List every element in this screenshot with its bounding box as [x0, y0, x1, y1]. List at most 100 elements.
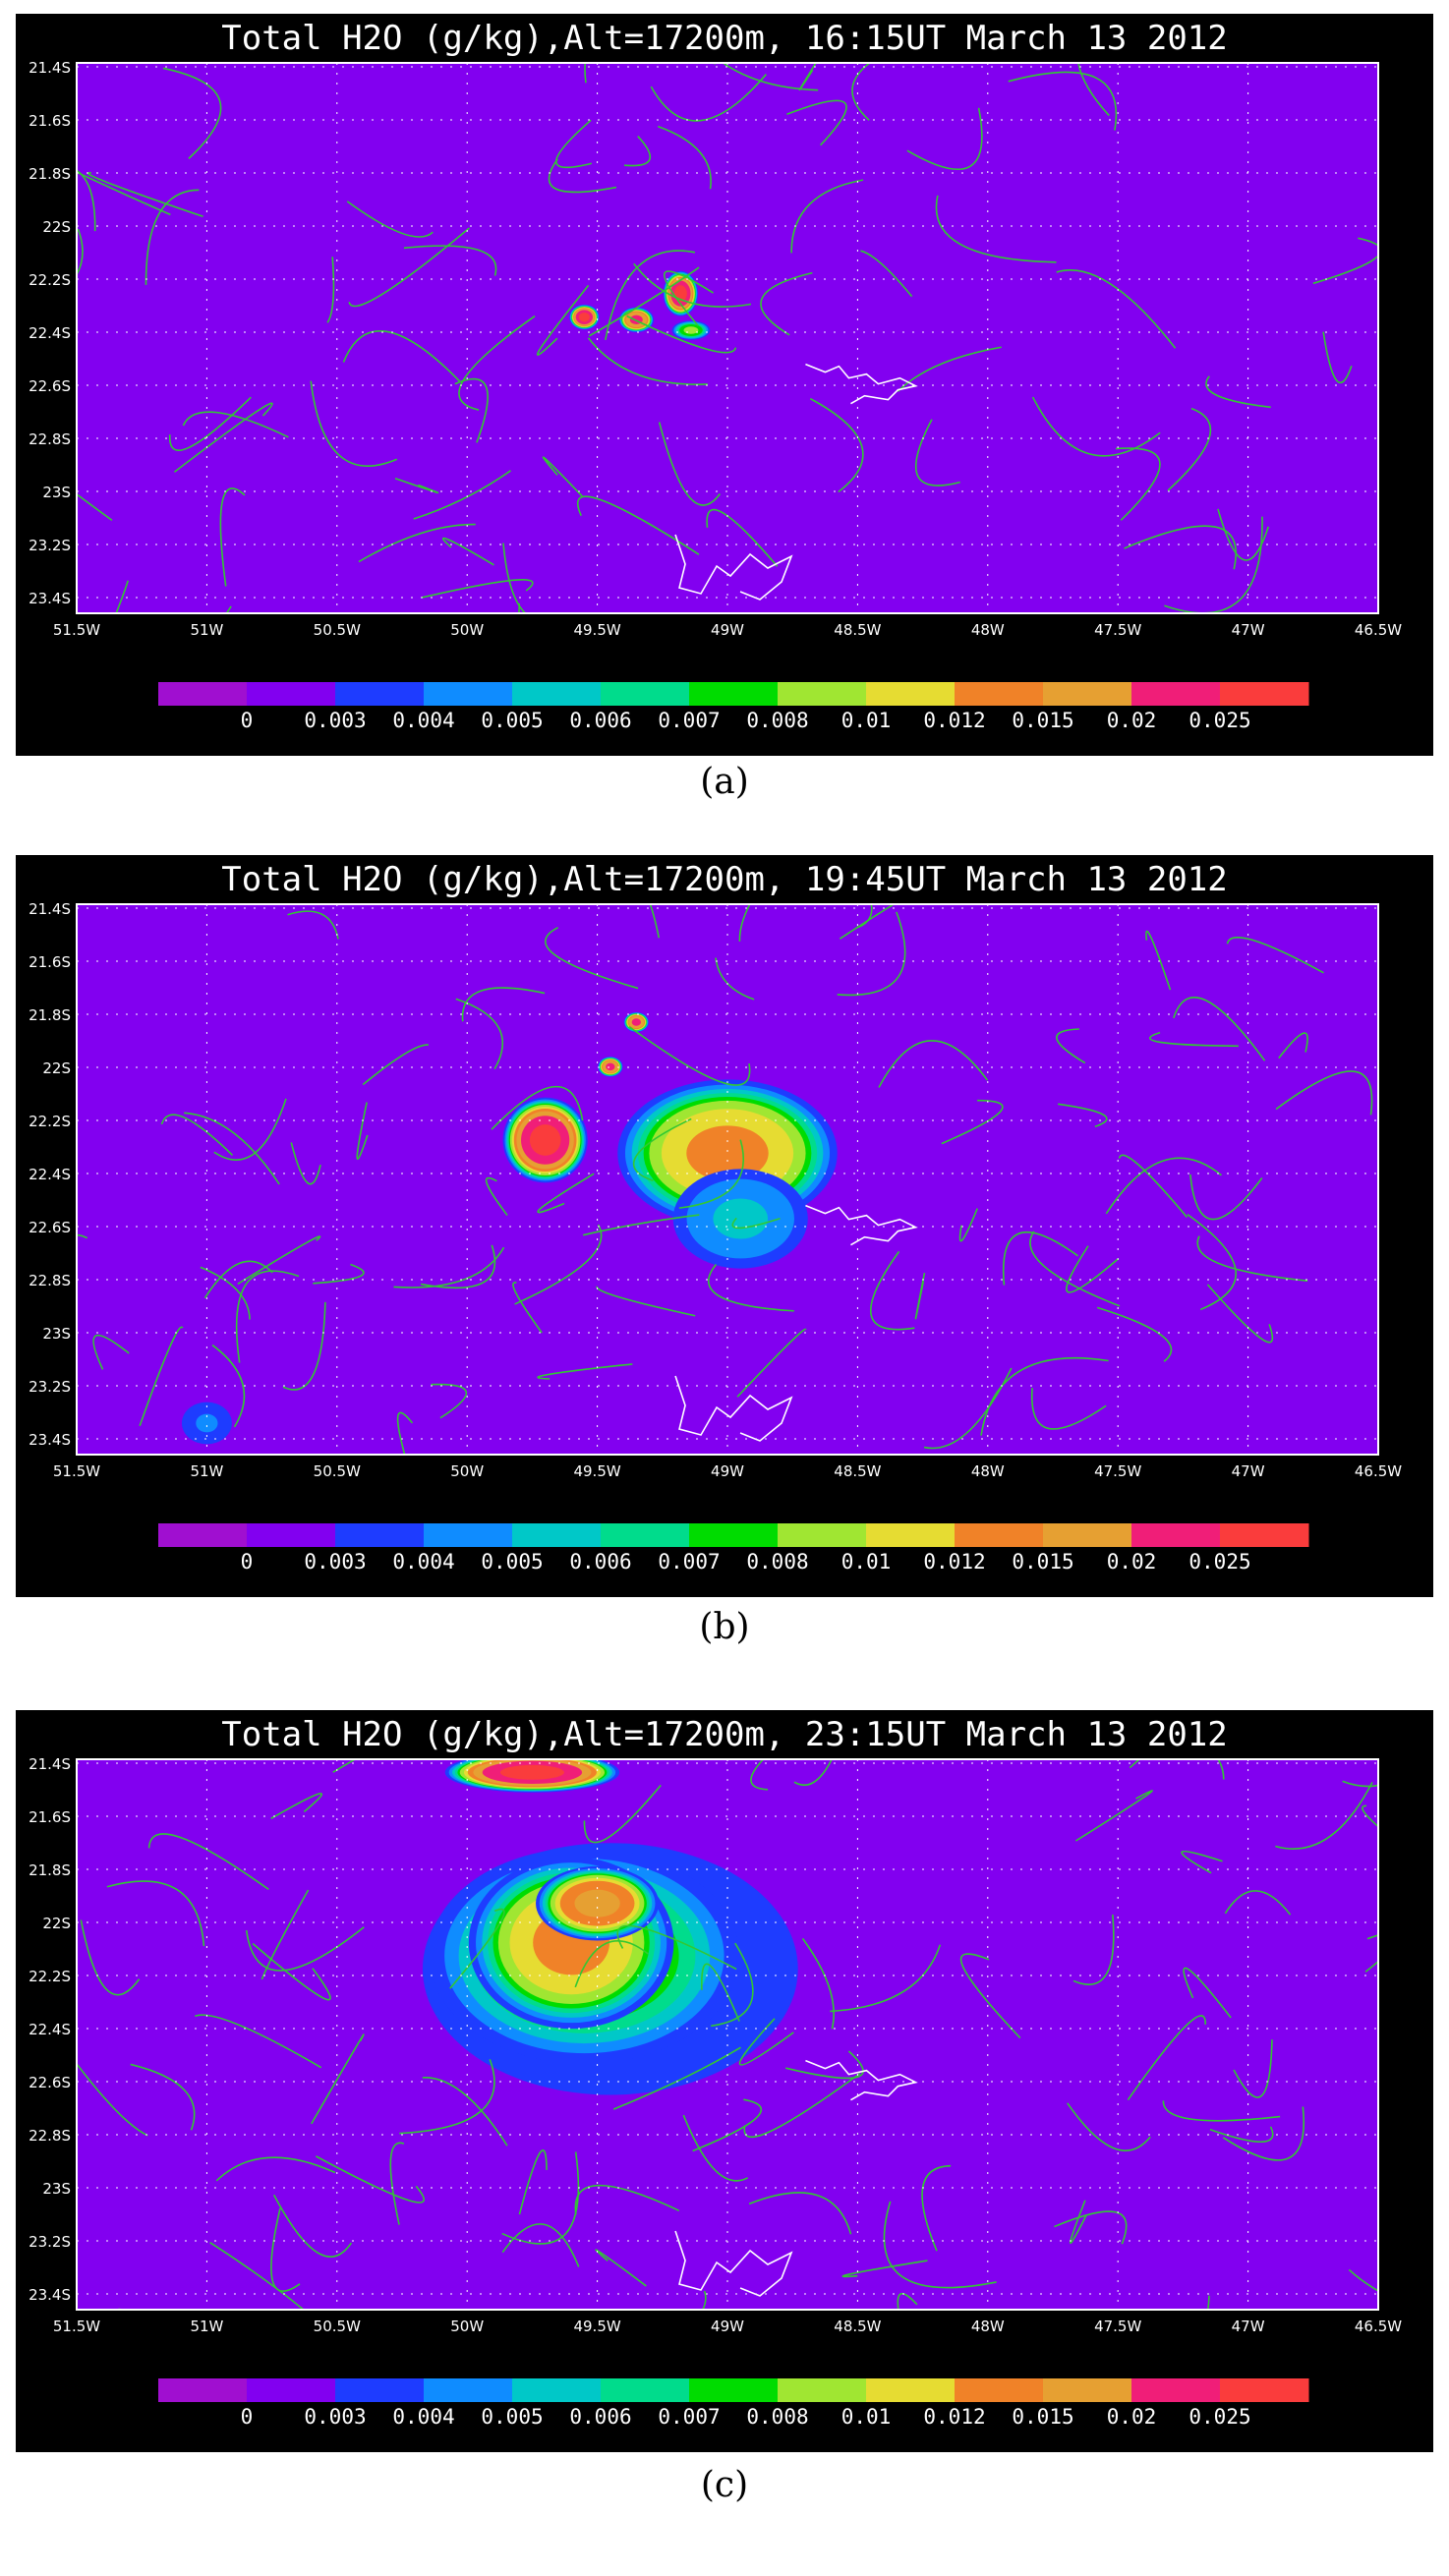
colorbar-label: 0.025	[1188, 709, 1250, 732]
streamline	[502, 543, 527, 613]
lon-tick-label: 49.5W	[573, 1462, 620, 1480]
streamline	[1031, 396, 1161, 457]
streamline	[77, 1233, 88, 1239]
lon-tick-label: 48.5W	[834, 621, 881, 639]
streamline	[449, 1908, 505, 1989]
streamline	[1322, 331, 1353, 384]
streamline	[537, 1173, 595, 1214]
streamline	[708, 1264, 794, 1312]
lat-tick-label: 22S	[42, 1915, 71, 1932]
streamline	[623, 135, 652, 167]
streamline	[139, 1326, 184, 1427]
streamline	[915, 419, 960, 487]
streamline	[548, 158, 617, 194]
streamline	[682, 2114, 749, 2182]
streamline	[421, 579, 534, 599]
colorbar-swatch	[601, 2378, 690, 2402]
lon-tick-label: 48W	[971, 2318, 1005, 2335]
colorbar-label: 0.006	[569, 2405, 631, 2429]
streamline	[270, 1793, 323, 1820]
streamline	[311, 2033, 365, 2125]
colorbar-swatch	[1043, 1523, 1132, 1547]
streamline	[897, 346, 1002, 392]
streamline	[92, 1334, 130, 1370]
streamline	[1008, 71, 1118, 131]
lon-tick-label: 50W	[450, 1462, 484, 1480]
lon-tick-label: 47W	[1232, 621, 1265, 639]
streamline	[403, 245, 497, 276]
streamline	[147, 1833, 269, 1891]
streamline	[182, 411, 289, 438]
streamline	[701, 2290, 707, 2310]
h2o-contour	[499, 1764, 564, 1780]
streamline	[342, 330, 462, 383]
colorbar-label: 0.006	[569, 709, 631, 732]
caption-b: (b)	[699, 1607, 750, 1647]
streamline	[399, 2059, 495, 2135]
lon-tick-label: 51W	[190, 2318, 223, 2335]
lat-tick-label: 22.8S	[29, 2127, 71, 2145]
lat-tick-label: 23.2S	[29, 1378, 71, 1396]
lat-tick-label: 23S	[42, 1325, 71, 1343]
streamline	[1070, 2200, 1087, 2244]
streamline	[77, 169, 96, 232]
streamline	[1275, 1782, 1373, 1850]
streamline	[785, 2050, 864, 2080]
streamline	[1196, 1235, 1308, 1283]
chart-svg-b: Total H2O (g/kg),Alt=17200m, 19:45UT Mar…	[29, 860, 1402, 1574]
streamline	[252, 1942, 331, 2001]
lat-tick-label: 23S	[42, 2180, 71, 2198]
colorbar-label: 0.012	[923, 1550, 985, 1574]
streamline	[1173, 997, 1266, 1061]
streamline	[798, 63, 817, 90]
h2o-contour	[574, 1889, 620, 1918]
lat-tick-label: 22.2S	[29, 1113, 71, 1130]
streamline	[393, 1246, 505, 1288]
colorbar-label: 0	[241, 1550, 254, 1574]
streamline	[1348, 2268, 1378, 2292]
streamline	[287, 910, 339, 940]
lat-tick-label: 22.2S	[29, 271, 71, 289]
streamline	[1233, 2039, 1273, 2098]
streamline	[261, 1889, 310, 1980]
streamline	[1056, 269, 1177, 349]
streamline	[80, 1919, 141, 1996]
colorbar-label: 0.005	[481, 2405, 543, 2429]
colorbar-swatch	[424, 2378, 513, 2402]
streamline	[626, 315, 737, 354]
colorbar-label: 0.025	[1188, 2405, 1250, 2429]
colorbar-swatch	[1131, 1523, 1221, 1547]
colorbar-swatch	[1220, 682, 1309, 706]
colorbar-label: 0.003	[304, 2405, 366, 2429]
lon-tick-label: 49.5W	[573, 2318, 620, 2335]
h2o-contour	[631, 1018, 641, 1026]
chart-title: Total H2O (g/kg),Alt=17200m, 23:15UT Mar…	[221, 1715, 1228, 1754]
streamline	[1066, 1245, 1120, 1293]
streamline	[290, 1142, 321, 1185]
streamline	[1067, 2102, 1151, 2151]
streamline	[914, 1272, 926, 1320]
colorbar-swatch	[335, 682, 425, 706]
streamline	[701, 1963, 740, 2022]
chart-panel-c: Total H2O (g/kg),Alt=17200m, 23:15UT Mar…	[16, 1710, 1433, 2452]
streamline	[612, 2046, 741, 2110]
lon-tick-label: 48.5W	[834, 1462, 881, 1480]
streamline	[514, 1224, 603, 1305]
streamline	[1278, 1032, 1308, 1059]
streamline	[748, 2192, 852, 2235]
chart-svg-a: Total H2O (g/kg),Alt=17200m, 16:15UT Mar…	[29, 19, 1402, 732]
streamline	[1029, 1231, 1121, 1307]
streamline	[348, 227, 470, 308]
streamline	[883, 2201, 997, 2289]
streamline	[583, 1784, 662, 1844]
colorbar-swatch	[512, 2378, 602, 2402]
streamline	[536, 284, 590, 356]
lon-tick-label: 47.5W	[1094, 2318, 1141, 2335]
colorbar-swatch	[424, 682, 513, 706]
plot-frame	[76, 1758, 1379, 2311]
streamline	[760, 271, 813, 336]
streamline	[584, 63, 587, 84]
streamline	[461, 987, 546, 1022]
streamline	[413, 470, 511, 520]
streamline	[1342, 1780, 1378, 1788]
